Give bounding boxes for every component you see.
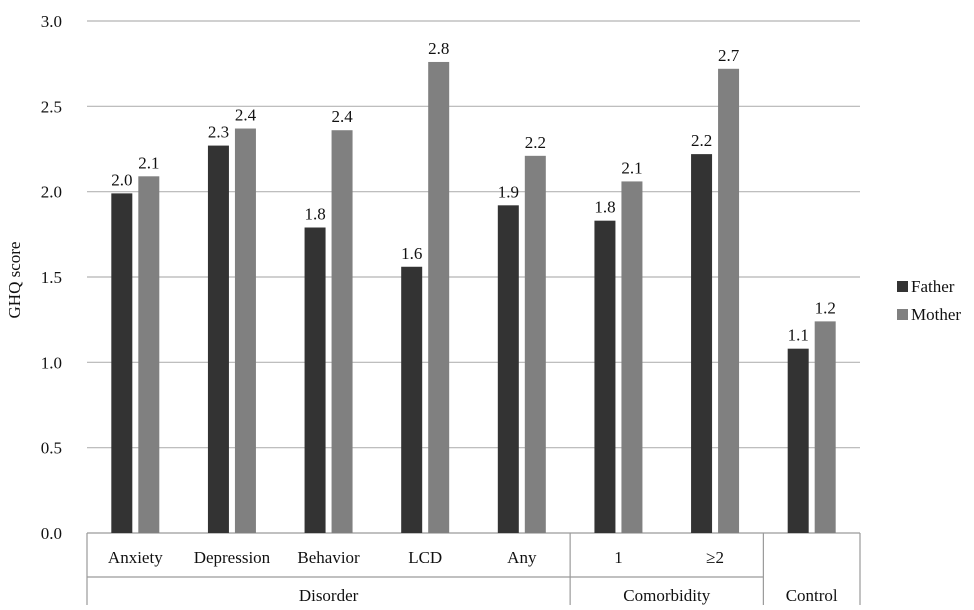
bar-mother bbox=[428, 61, 450, 534]
data-label: 2.4 bbox=[331, 107, 353, 126]
data-label: 1.2 bbox=[815, 298, 836, 317]
legend-swatch-mother bbox=[897, 309, 908, 320]
x-tick-label: Anxiety bbox=[108, 548, 163, 567]
data-label: 1.9 bbox=[498, 182, 519, 201]
gridlines bbox=[87, 20, 860, 534]
x-group-label: Disorder bbox=[299, 586, 359, 605]
legend: Father Mother bbox=[897, 277, 961, 324]
data-label: 1.6 bbox=[401, 244, 422, 263]
bar-father bbox=[111, 193, 133, 533]
bar-mother bbox=[234, 128, 256, 533]
data-label: 2.8 bbox=[428, 39, 449, 58]
x-group-label: Comorbidity bbox=[623, 586, 710, 605]
data-label: 1.1 bbox=[788, 326, 809, 345]
bar-father bbox=[691, 154, 713, 533]
data-label: 2.1 bbox=[138, 153, 159, 172]
y-tick-label: 1.0 bbox=[41, 353, 62, 372]
data-label: 2.1 bbox=[621, 158, 642, 177]
y-tick-label: 2.0 bbox=[41, 183, 62, 202]
bar-mother bbox=[718, 68, 740, 533]
x-tick-label: ≥2 bbox=[706, 548, 724, 567]
y-tick-label: 0.0 bbox=[41, 524, 62, 543]
y-tick-label: 0.5 bbox=[41, 439, 62, 458]
bar-father bbox=[401, 266, 423, 533]
x-tick-label: Depression bbox=[194, 548, 271, 567]
legend-label: Father bbox=[911, 277, 955, 296]
bar-father bbox=[787, 348, 809, 533]
y-axis-label: GHQ score bbox=[5, 242, 24, 319]
data-labels: 2.0 2.3 1.8 1.6 1.9 1.8 2.2 1.1 2.1 2.4 2.4 2.8 2.2 2… bbox=[111, 39, 836, 345]
data-label: 1.8 bbox=[594, 198, 615, 217]
bar-mother bbox=[621, 181, 643, 533]
bar-mother bbox=[814, 321, 836, 533]
bar-father bbox=[497, 205, 519, 533]
x-tick-label: 1 bbox=[614, 548, 623, 567]
y-tick-label: 3.0 bbox=[41, 12, 62, 31]
bar-father bbox=[304, 227, 326, 534]
legend-label: Mother bbox=[911, 305, 961, 324]
y-tick-label: 2.5 bbox=[41, 97, 62, 116]
x-tick-label: Any bbox=[507, 548, 537, 567]
data-label: 2.0 bbox=[111, 170, 132, 189]
legend-swatch-father bbox=[897, 281, 908, 292]
data-label: 2.7 bbox=[718, 46, 740, 65]
data-label: 2.4 bbox=[235, 106, 257, 125]
bar-father bbox=[207, 145, 229, 533]
bars bbox=[111, 61, 836, 534]
bar-mother bbox=[524, 155, 546, 533]
x-tick-label: Behavior bbox=[297, 548, 360, 567]
data-label: 2.2 bbox=[525, 133, 546, 152]
bar-mother bbox=[331, 130, 353, 533]
data-label: 2.3 bbox=[208, 123, 229, 142]
bar-mother bbox=[138, 176, 160, 533]
x-tick-label: LCD bbox=[408, 548, 442, 567]
data-label: 1.8 bbox=[304, 205, 325, 224]
axes: GHQ score 0.0 0.5 1.0 1.5 2.0 2.5 3.0 Anxiety De… bbox=[5, 12, 861, 605]
y-tick-label: 1.5 bbox=[41, 268, 62, 287]
data-label: 2.2 bbox=[691, 131, 712, 150]
x-group-label: Control bbox=[786, 586, 838, 605]
bar-father bbox=[594, 220, 616, 533]
